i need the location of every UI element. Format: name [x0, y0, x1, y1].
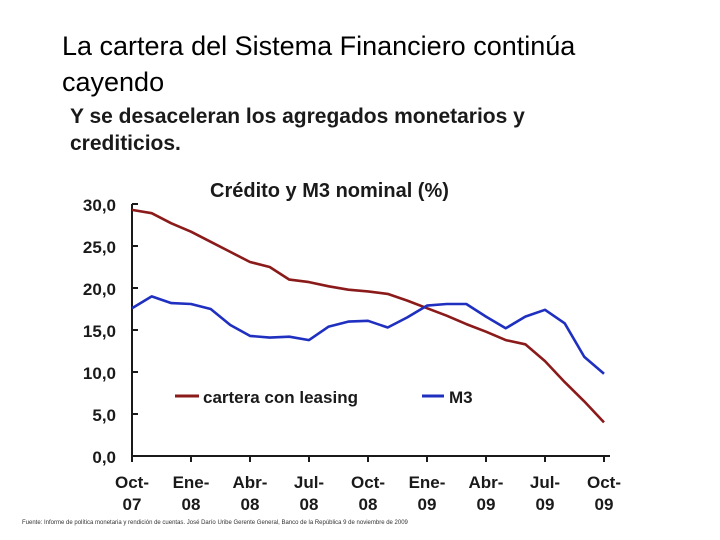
- x-tick-label: Ene-: [173, 473, 210, 492]
- legend-label-m3: M3: [449, 388, 473, 407]
- chart-panel: Y se desaceleran los agregados monetario…: [52, 98, 668, 512]
- axes: 0,0 5,0 10,0 15,0 20,0 25,0 30,0 Oct- 07 Ene- 08 Ab…: [83, 196, 621, 512]
- x-tick-label: 08: [241, 495, 260, 512]
- series-line-m3: [131, 295, 605, 375]
- line-chart: Y se desaceleran los agregados monetario…: [70, 105, 621, 512]
- legend-label-cartera: cartera con leasing: [203, 388, 358, 407]
- y-tick-label: 5,0: [92, 406, 116, 425]
- legend: cartera con leasing M3: [175, 388, 473, 407]
- x-tick-label: 08: [182, 495, 201, 512]
- x-tick-label: 09: [418, 495, 437, 512]
- series-line-cartera: [131, 208, 605, 424]
- x-tick-label: Jul-: [530, 473, 560, 492]
- slide-title-line-2: cayendo: [62, 67, 165, 97]
- x-tick-label: 07: [123, 495, 142, 512]
- slide-title: La cartera del Sistema Financiero contin…: [62, 28, 682, 100]
- x-tick-label: 09: [536, 495, 555, 512]
- y-tick-label: 20,0: [83, 280, 116, 299]
- x-tick-label: Oct-: [351, 473, 385, 492]
- source-footnote: Fuente: Informe de política monetaria y …: [22, 520, 408, 526]
- series-lines: [131, 208, 605, 424]
- slide-title-line-1: La cartera del Sistema Financiero contin…: [62, 31, 576, 61]
- x-tick-label: 08: [359, 495, 378, 512]
- x-tick-label: 09: [477, 495, 496, 512]
- y-tick-label: 30,0: [83, 196, 116, 215]
- chart-title: Crédito y M3 nominal (%): [210, 180, 449, 202]
- x-tick-label: Abr-: [469, 473, 504, 492]
- chart-headline-line-1: Y se desaceleran los agregados monetario…: [70, 105, 525, 128]
- x-tick-label: Abr-: [233, 473, 268, 492]
- y-tick-label: 25,0: [83, 238, 116, 257]
- x-tick-label: 09: [595, 495, 614, 512]
- x-tick-label: Oct-: [115, 473, 149, 492]
- chart-headline-line-2: crediticios.: [70, 132, 181, 155]
- y-tick-label: 10,0: [83, 364, 116, 383]
- y-tick-label: 15,0: [83, 322, 116, 341]
- x-tick-label: Oct-: [587, 473, 621, 492]
- x-tick-label: 08: [300, 495, 319, 512]
- x-tick-label: Jul-: [294, 473, 324, 492]
- x-tick-label: Ene-: [409, 473, 446, 492]
- y-tick-label: 0,0: [92, 448, 116, 467]
